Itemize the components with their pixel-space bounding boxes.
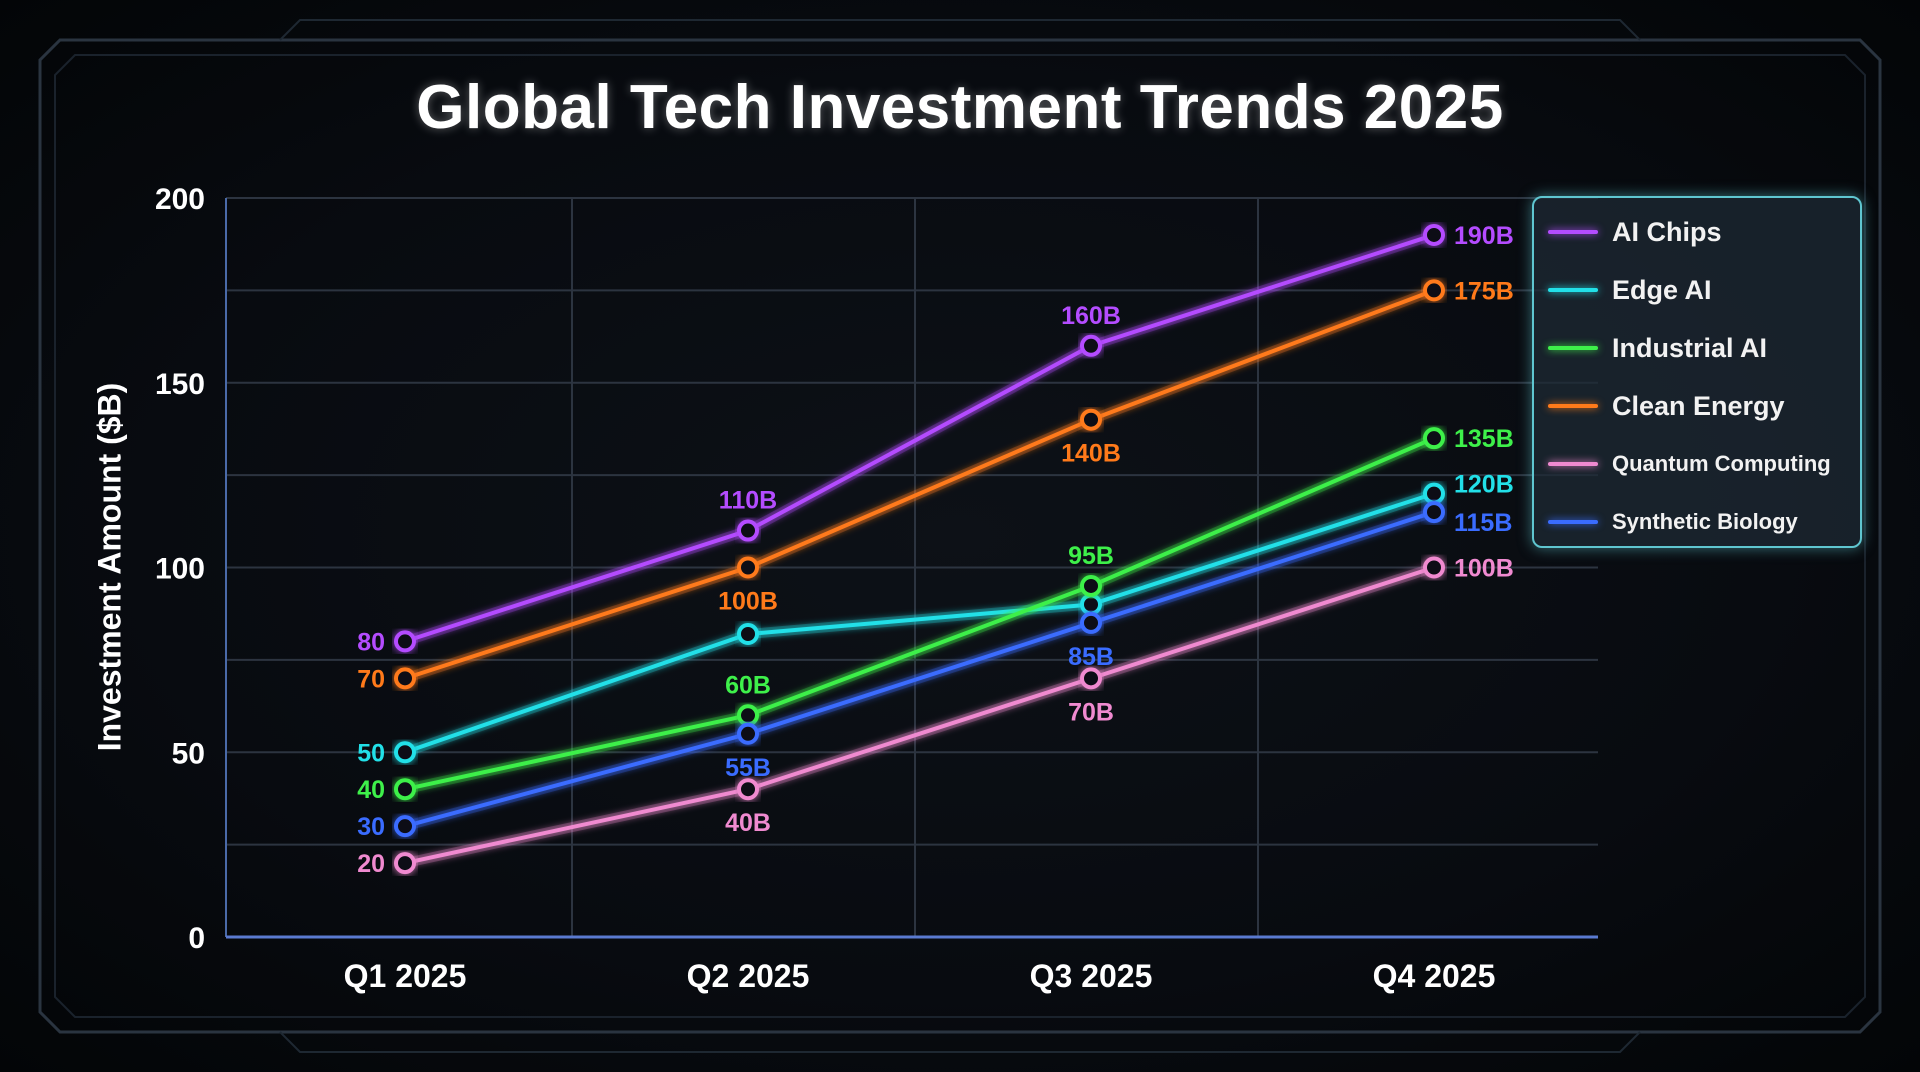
data-point <box>1080 667 1102 690</box>
series-line <box>404 565 1435 866</box>
data-label: 140B <box>1061 440 1121 468</box>
data-label: 85B <box>1068 643 1114 671</box>
legend-label: AI Chips <box>1612 216 1722 247</box>
legend-label: Edge AI <box>1612 274 1712 305</box>
data-point <box>737 778 759 801</box>
data-point <box>737 556 759 579</box>
data-label: 30 <box>357 813 385 841</box>
series-glow <box>403 488 1436 757</box>
data-point <box>1423 279 1445 302</box>
data-label: 50 <box>357 739 385 767</box>
legend-item: Clean Energy <box>1548 386 1785 426</box>
legend-label: Quantum Computing <box>1612 451 1831 476</box>
x-tick-label: Q4 2025 <box>1373 958 1496 994</box>
data-point <box>1080 574 1102 597</box>
legend-item: Edge AI <box>1548 270 1712 310</box>
data-label: 95B <box>1068 542 1114 570</box>
data-label: 55B <box>725 754 771 782</box>
series-glow <box>403 507 1436 831</box>
legend-item: AI Chips <box>1548 212 1722 252</box>
data-point <box>1423 223 1445 246</box>
y-tick-label: 200 <box>155 183 205 216</box>
y-tick-label: 100 <box>155 553 205 586</box>
y-tick-label: 0 <box>188 922 205 955</box>
legend-swatch <box>1548 404 1598 408</box>
series-line <box>404 491 1435 755</box>
data-point <box>394 741 416 764</box>
data-point <box>1080 593 1102 616</box>
data-label: 20 <box>357 850 385 878</box>
x-tick-label: Q1 2025 <box>344 958 467 994</box>
legend-swatch <box>1548 230 1598 234</box>
x-tick-label: Q3 2025 <box>1030 958 1153 994</box>
data-label: 110B <box>719 487 777 515</box>
data-label: 40 <box>357 776 385 804</box>
data-label: 80 <box>357 628 385 656</box>
chart-title: Global Tech Investment Trends 2025 <box>416 73 1504 142</box>
data-point <box>1423 556 1445 579</box>
legend-swatch <box>1548 288 1598 292</box>
data-label: 115B <box>1454 509 1512 537</box>
series-line <box>404 233 1435 644</box>
data-label: 60B <box>725 671 771 699</box>
data-point <box>394 630 416 653</box>
data-label: 190B <box>1454 222 1514 250</box>
legend-swatch <box>1548 462 1598 466</box>
data-point <box>737 519 759 542</box>
legend-swatch <box>1548 520 1598 524</box>
legend-label: Industrial AI <box>1612 332 1768 363</box>
legend: AI Chips Edge AI Industrial AI Clean Energy… <box>1532 196 1862 548</box>
y-tick-label: 50 <box>172 737 205 770</box>
x-tick-label: Q2 2025 <box>687 958 810 994</box>
legend-item: Synthetic Biology <box>1548 502 1798 542</box>
data-label: 70B <box>1068 698 1114 726</box>
series-line <box>404 436 1435 792</box>
legend-item: Quantum Computing <box>1548 444 1831 484</box>
y-tick-label: 150 <box>155 368 205 401</box>
data-point <box>1080 611 1102 634</box>
legend-label: Clean Energy <box>1612 390 1785 421</box>
data-point <box>394 815 416 838</box>
legend-item: Industrial AI <box>1548 328 1767 368</box>
data-point <box>1423 501 1445 524</box>
data-point <box>1080 408 1102 431</box>
data-point <box>737 704 759 727</box>
data-label: 160B <box>1061 302 1121 330</box>
data-point <box>1080 334 1102 357</box>
data-label: 70 <box>357 665 385 693</box>
data-label: 135B <box>1454 425 1514 453</box>
data-label: 120B <box>1454 471 1514 499</box>
data-label: 100B <box>718 588 778 616</box>
data-point <box>737 623 759 646</box>
data-point <box>394 667 416 690</box>
data-label: 100B <box>1454 555 1514 583</box>
data-point <box>1423 427 1445 450</box>
data-point <box>394 852 416 875</box>
data-point <box>737 722 759 745</box>
legend-label: Synthetic Biology <box>1612 509 1798 534</box>
series-line <box>404 510 1435 829</box>
series-line <box>404 288 1435 681</box>
data-point <box>394 778 416 801</box>
series-glow <box>403 562 1436 868</box>
data-label: 40B <box>725 809 771 837</box>
data-label: 175B <box>1454 277 1514 305</box>
legend-swatch <box>1548 346 1598 350</box>
data-point <box>1423 482 1445 505</box>
